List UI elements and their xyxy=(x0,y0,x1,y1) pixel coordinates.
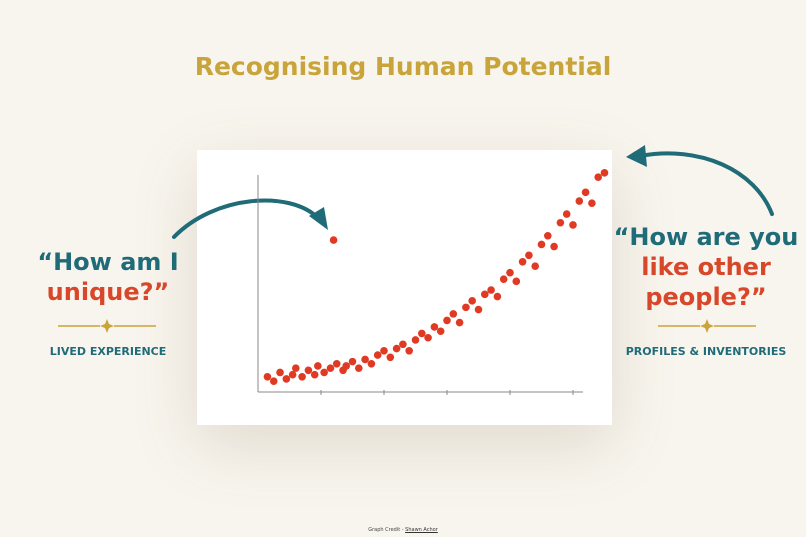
arrow xyxy=(638,151,774,216)
point xyxy=(537,240,546,249)
point xyxy=(399,340,407,349)
credit: Graph Credit - Shawn Achor xyxy=(0,527,806,533)
point xyxy=(424,333,432,342)
point xyxy=(575,197,584,205)
point xyxy=(320,368,328,377)
point xyxy=(481,290,489,299)
point xyxy=(392,344,401,353)
right-quote: “How are you like other people?” xyxy=(606,222,806,312)
point xyxy=(326,364,335,372)
point xyxy=(342,362,351,370)
point xyxy=(436,327,445,336)
point xyxy=(430,323,439,331)
quote-line: like other xyxy=(641,253,771,281)
point xyxy=(292,364,300,372)
point xyxy=(531,262,539,270)
point xyxy=(462,303,470,312)
point xyxy=(443,316,451,325)
point xyxy=(594,173,602,181)
point xyxy=(380,346,388,355)
credit-label: Graph Credit - xyxy=(368,527,404,533)
point xyxy=(455,318,464,327)
point xyxy=(310,370,319,379)
point xyxy=(282,375,291,383)
point xyxy=(304,366,313,375)
point xyxy=(367,359,376,368)
point xyxy=(493,292,502,301)
point xyxy=(562,210,571,218)
point xyxy=(499,275,508,283)
left-caption: LIVED EXPERIENCE xyxy=(49,345,167,358)
point xyxy=(298,373,306,381)
right-caption: PROFILES & INVENTORIES xyxy=(625,345,787,358)
arrow-head xyxy=(309,207,328,230)
point xyxy=(263,373,272,381)
point xyxy=(386,353,395,362)
point xyxy=(518,258,527,266)
left-quote: “How am I unique?” xyxy=(8,247,208,307)
point xyxy=(525,251,533,260)
star xyxy=(700,319,714,333)
point xyxy=(581,188,590,197)
point xyxy=(556,218,565,227)
point xyxy=(474,305,483,314)
arrow xyxy=(172,198,320,239)
point xyxy=(487,286,495,294)
point xyxy=(348,357,357,366)
point xyxy=(269,377,278,385)
arrow-head xyxy=(626,145,647,167)
slide-title: Recognising Human Potential xyxy=(194,52,612,81)
point xyxy=(361,355,369,364)
quote-line: “How am I xyxy=(37,248,179,276)
point xyxy=(506,268,514,277)
star xyxy=(100,319,114,333)
point xyxy=(588,199,596,208)
point xyxy=(468,297,477,305)
point xyxy=(418,329,426,338)
quote-line: people?” xyxy=(645,283,767,311)
point xyxy=(288,370,297,379)
point xyxy=(550,242,558,251)
quote-line: unique?” xyxy=(46,278,170,306)
credit-link[interactable]: Shawn Achor xyxy=(405,527,438,533)
point xyxy=(332,359,341,368)
point xyxy=(373,351,382,359)
point xyxy=(355,364,363,372)
point xyxy=(276,368,284,377)
point xyxy=(544,231,552,240)
point xyxy=(600,169,609,177)
point xyxy=(449,310,458,318)
point xyxy=(569,221,577,229)
point xyxy=(512,277,521,286)
point xyxy=(411,336,420,344)
point xyxy=(329,236,338,244)
point xyxy=(314,362,322,370)
point xyxy=(405,346,414,355)
quote-line: “How are you xyxy=(613,223,799,251)
